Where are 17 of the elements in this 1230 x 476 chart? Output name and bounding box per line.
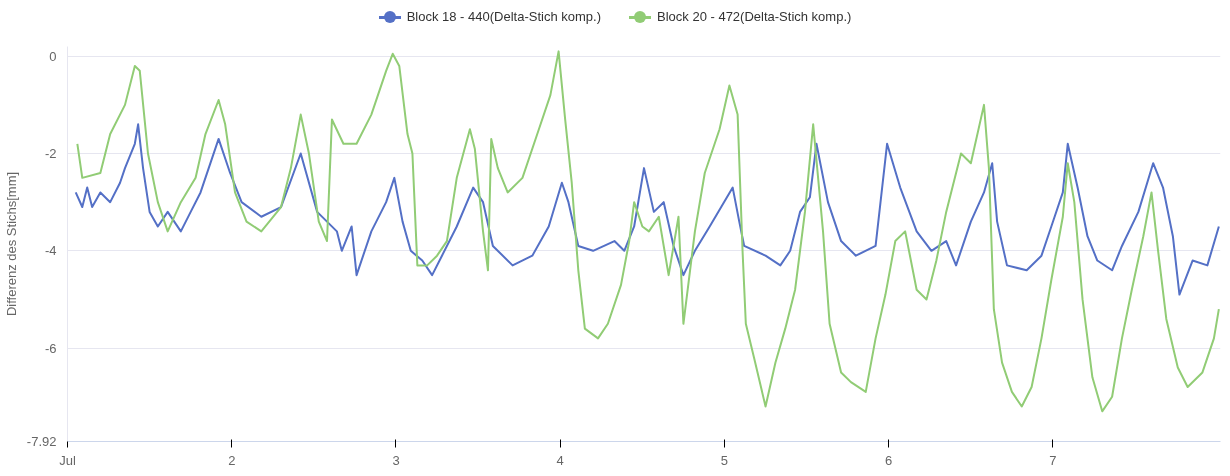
x-tick-label: Jul [59,452,76,468]
x-tick-label: 4 [556,452,564,468]
line-series [76,50,1220,413]
x-tick-label: 2 [228,452,236,468]
y-tick-label: -6 [44,340,57,356]
x-tick-label: 5 [720,452,729,468]
legend-label: Block 20 - 472(Delta-Stich komp.) [657,8,852,27]
line-series [74,123,1220,296]
y-tick-label: -2 [44,146,57,162]
y-tick-label: -4 [44,243,57,259]
y-tick-label: 0 [49,48,57,64]
x-tick-label: 6 [885,452,893,468]
y-axis-title: Differenz des Stichs[mm] [3,171,19,317]
x-tick-label: 3 [392,452,400,468]
legend-label: Block 18 - 440(Delta-Stich komp.) [406,8,601,27]
y-tick-label: -7.92 [26,434,57,449]
x-tick-label: 7 [1049,452,1057,468]
